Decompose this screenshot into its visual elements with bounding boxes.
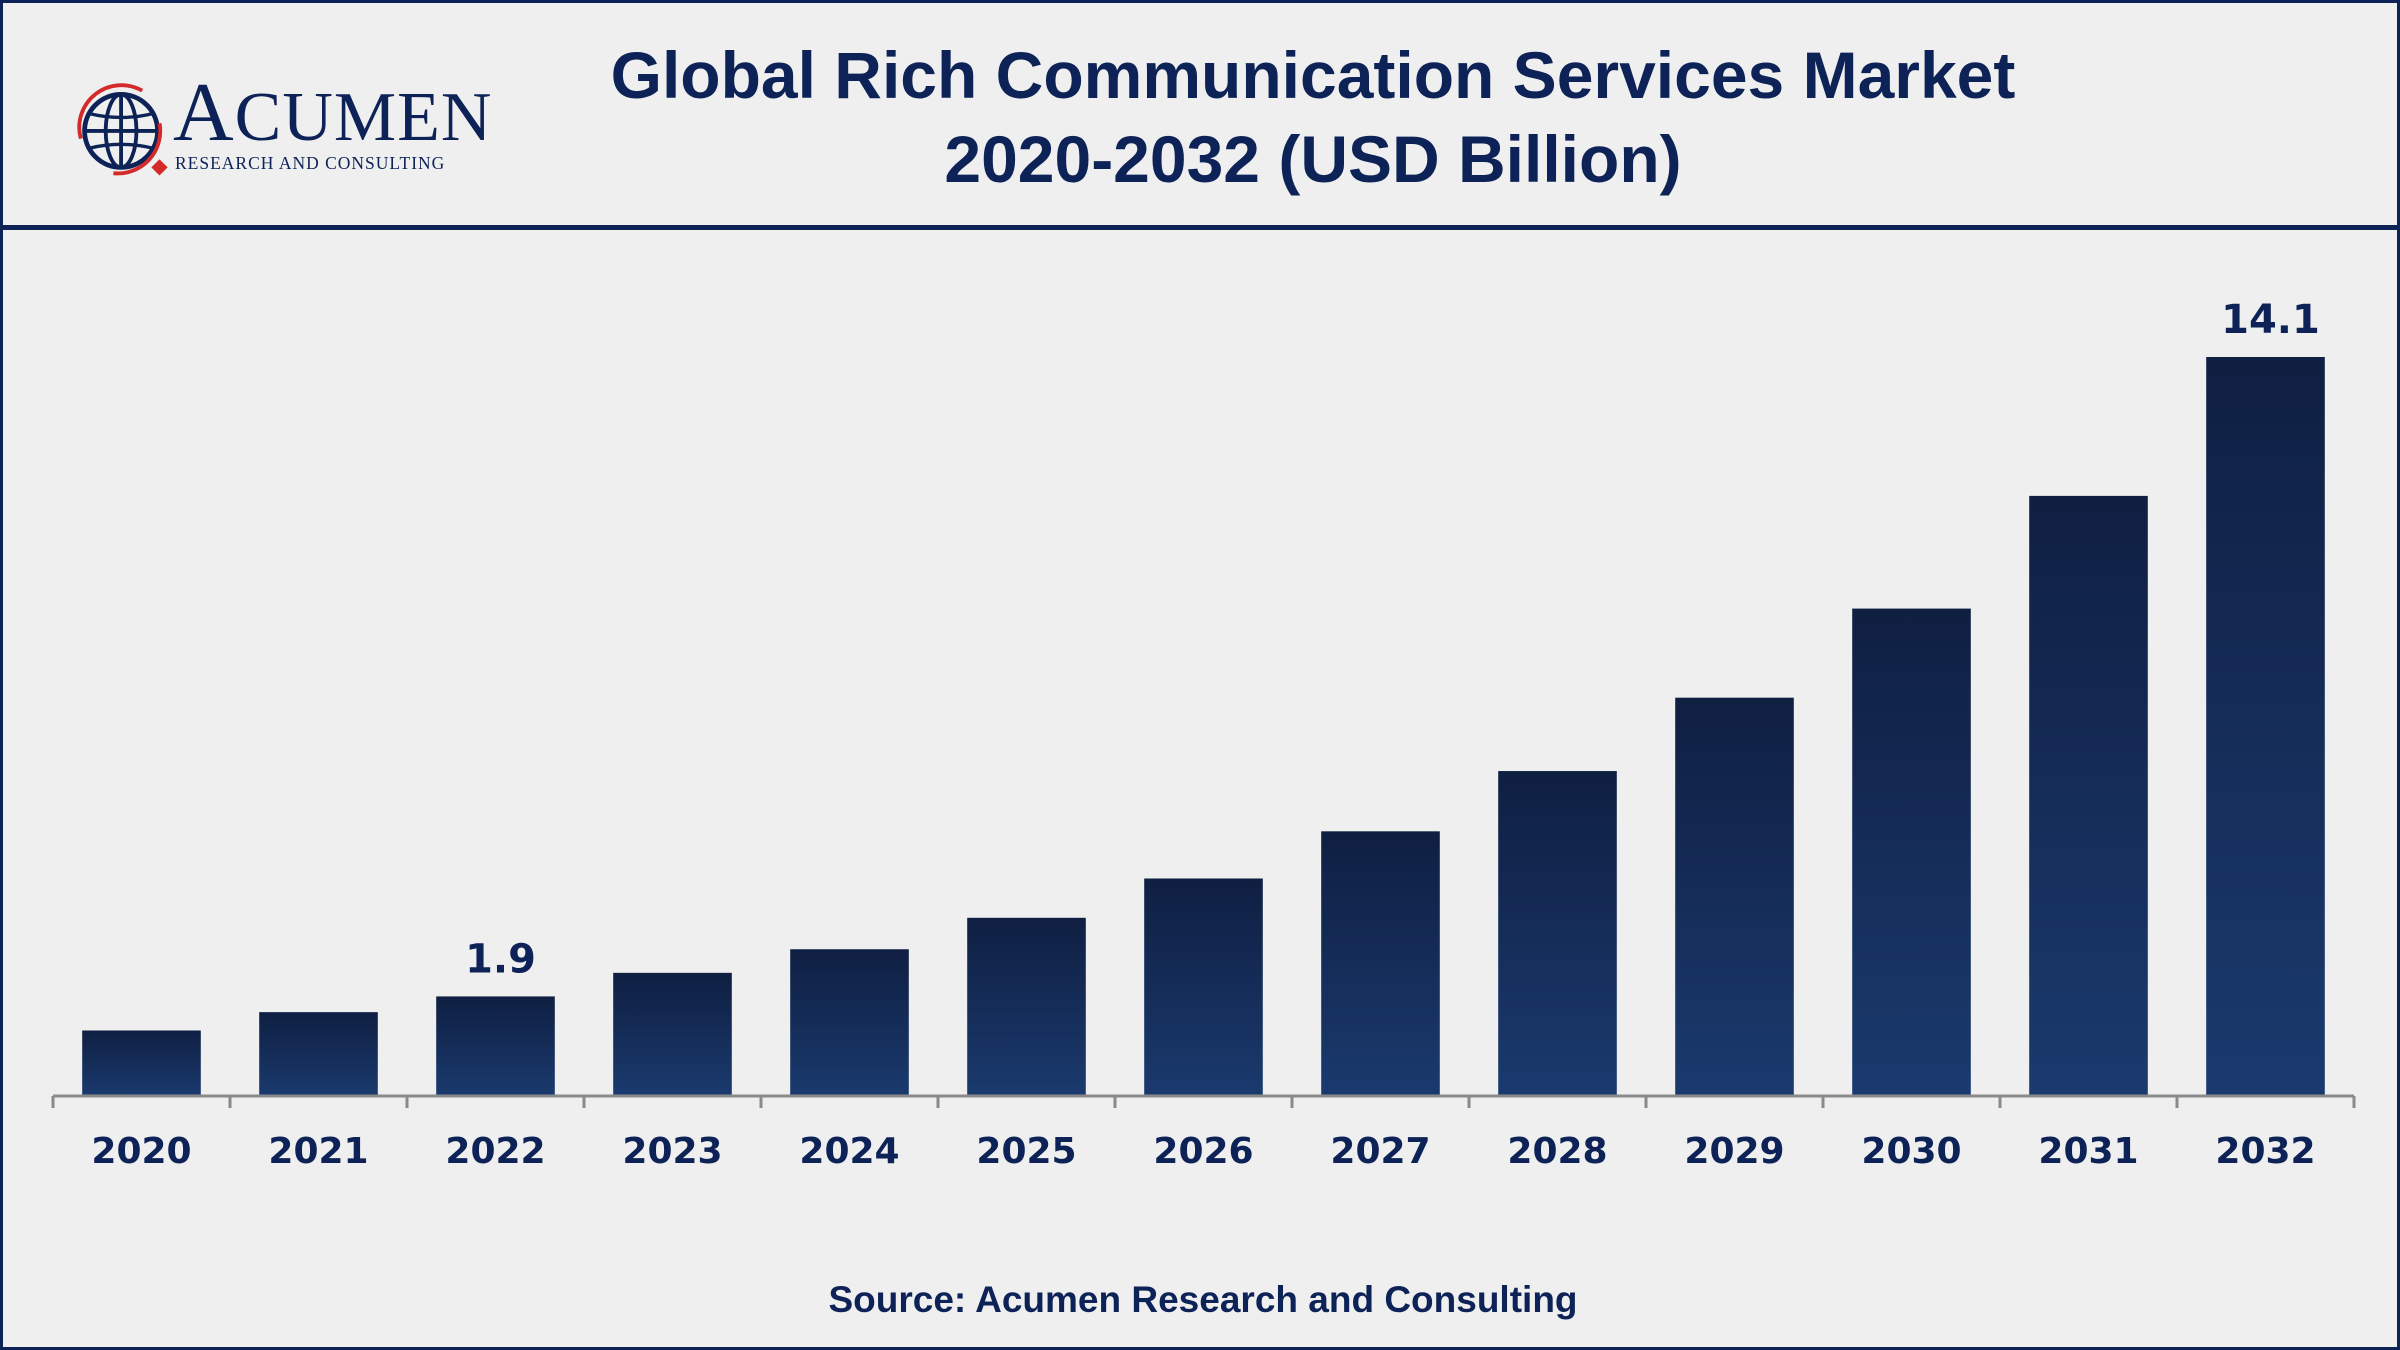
header: ACUMEN RESEARCH AND CONSULTING Global Ri…	[3, 3, 2397, 230]
title-line-2: 2020-2032 (USD Billion)	[944, 122, 1682, 196]
x-tick-label-2021: 2021	[268, 1131, 368, 1172]
company-logo: ACUMEN RESEARCH AND CONSULTING	[75, 71, 491, 177]
x-tick-label-2032: 2032	[2215, 1131, 2315, 1172]
bar-2027	[1321, 831, 1440, 1096]
bar-2020	[82, 1030, 201, 1096]
data-label-2032: 14.1	[2221, 297, 2320, 343]
bar-chart: 2020 2021 2022 2023 2024 2025 2026 2027 2028 2029…	[51, 297, 2356, 1172]
header-divider	[3, 225, 2397, 230]
x-axis: 2020 2021 2022 2023 2024 2025 2026 2027 2028 2029…	[51, 1094, 2356, 1172]
data-labels-group: 1.9 14.1	[465, 297, 2320, 982]
x-tick-label-2025: 2025	[976, 1131, 1076, 1172]
bar-2025	[967, 917, 1086, 1096]
title-line-1: Global Rich Communication Services Marke…	[610, 38, 2016, 112]
source-note: Source: Acumen Research and Consulting	[828, 1279, 1578, 1320]
globe-icon	[77, 83, 168, 176]
bar-2022	[436, 996, 555, 1096]
x-tick-label-2023: 2023	[622, 1131, 722, 1172]
bar-2023	[613, 972, 732, 1096]
bar-2030	[1852, 608, 1971, 1096]
bar-2032	[2206, 357, 2325, 1096]
logo-tagline: RESEARCH AND CONSULTING	[175, 153, 446, 173]
x-tick-label-2027: 2027	[1330, 1131, 1430, 1172]
logo-wordmark: ACUMEN	[173, 66, 493, 159]
bar-2029	[1675, 697, 1794, 1096]
x-tick-label-2022: 2022	[445, 1131, 545, 1172]
bar-2021	[259, 1012, 378, 1096]
data-label-2022: 1.9	[465, 936, 536, 982]
x-tick-label-2020: 2020	[91, 1131, 191, 1172]
x-tick-label-2024: 2024	[799, 1131, 899, 1172]
x-tick-label-2026: 2026	[1153, 1131, 1253, 1172]
bar-2028	[1498, 771, 1617, 1096]
x-tick-label-2028: 2028	[1507, 1131, 1607, 1172]
x-tick-label-2029: 2029	[1684, 1131, 1784, 1172]
bar-2026	[1144, 878, 1263, 1096]
chart-title: Global Rich Communication Services Marke…	[503, 33, 2123, 201]
bar-2031	[2029, 495, 2148, 1096]
x-tick-label-2031: 2031	[2038, 1131, 2138, 1172]
bars-group	[82, 357, 2325, 1096]
x-tick-label-2030: 2030	[1861, 1131, 1961, 1172]
bar-2024	[790, 949, 909, 1096]
